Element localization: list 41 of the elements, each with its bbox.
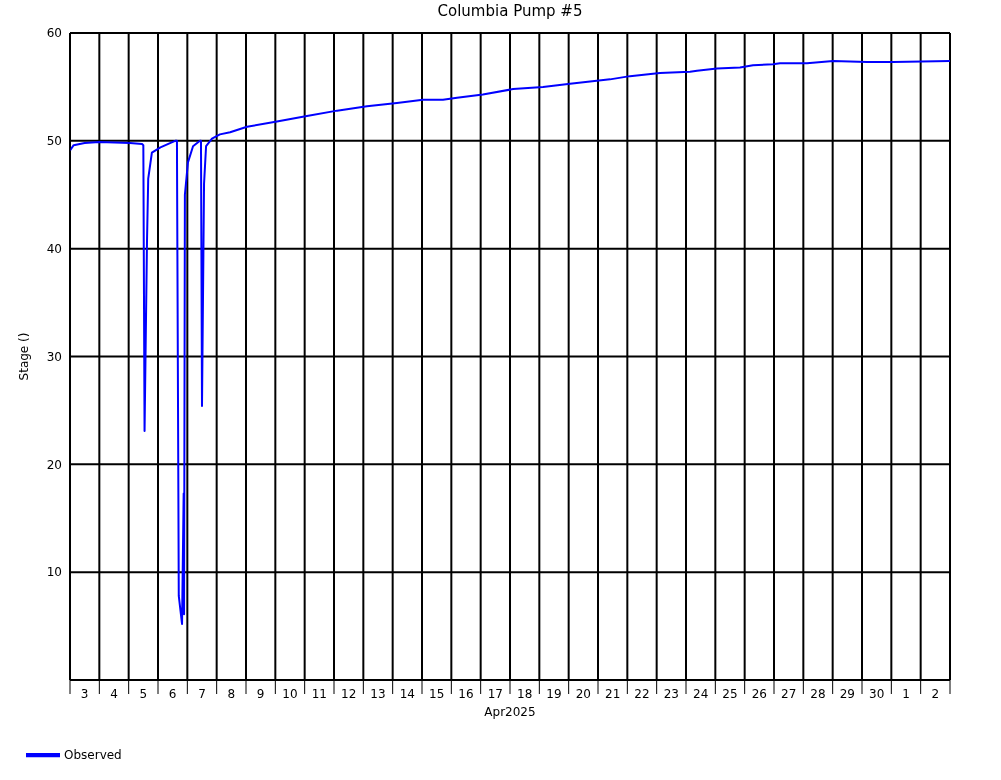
- x-tick-label: 5: [139, 687, 148, 701]
- x-tick-label: 23: [663, 687, 679, 701]
- y-tick-label: 20: [46, 457, 62, 472]
- y-tick-label: 10: [46, 565, 62, 580]
- chart-title: Columbia Pump #5: [436, 2, 584, 20]
- line-series: [70, 60, 950, 625]
- x-tick-label: 7: [198, 687, 206, 701]
- legend-label: Observed: [64, 747, 122, 762]
- x-tick-label: 28: [810, 687, 826, 701]
- x-tick-label: 14: [399, 687, 415, 701]
- x-tick-label: 13: [370, 687, 386, 701]
- x-tick-label: 8: [227, 687, 236, 701]
- y-tick-label: 40: [46, 241, 62, 256]
- x-tick-label: 21: [605, 687, 621, 701]
- x-tick-label: 4: [110, 687, 118, 701]
- x-tick-label: 9: [256, 687, 265, 701]
- x-tick-label: 27: [781, 687, 797, 701]
- x-tick-label: 10: [282, 687, 298, 701]
- x-tick-label: 22: [634, 687, 650, 701]
- x-tick-label: 11: [311, 687, 327, 701]
- x-tick-label: 3: [80, 687, 89, 701]
- x-tick-label: 2: [931, 687, 940, 701]
- y-tick-label: 30: [46, 349, 62, 364]
- x-tick-label: 20: [575, 687, 591, 701]
- x-tick-label: 26: [751, 687, 767, 701]
- x-tick-label: 19: [546, 687, 562, 701]
- x-tick-label: 24: [693, 687, 709, 701]
- x-tick-label: 18: [517, 687, 533, 701]
- x-tick-label: 16: [458, 687, 474, 701]
- x-tick-label: 12: [341, 687, 357, 701]
- x-axis-title: Apr2025: [484, 705, 536, 719]
- x-tick-label: 29: [839, 687, 855, 701]
- y-tick-label: 60: [46, 26, 62, 41]
- x-tick-label: 1: [902, 687, 910, 701]
- y-axis-title: Stage (): [17, 332, 32, 381]
- x-tick-label: 17: [487, 687, 503, 701]
- x-tick-label: 30: [869, 687, 885, 701]
- x-tick-label: 15: [429, 687, 445, 701]
- y-tick-label: 50: [46, 134, 62, 149]
- x-tick-label: 6: [168, 687, 177, 701]
- x-tick-label: 25: [722, 687, 738, 701]
